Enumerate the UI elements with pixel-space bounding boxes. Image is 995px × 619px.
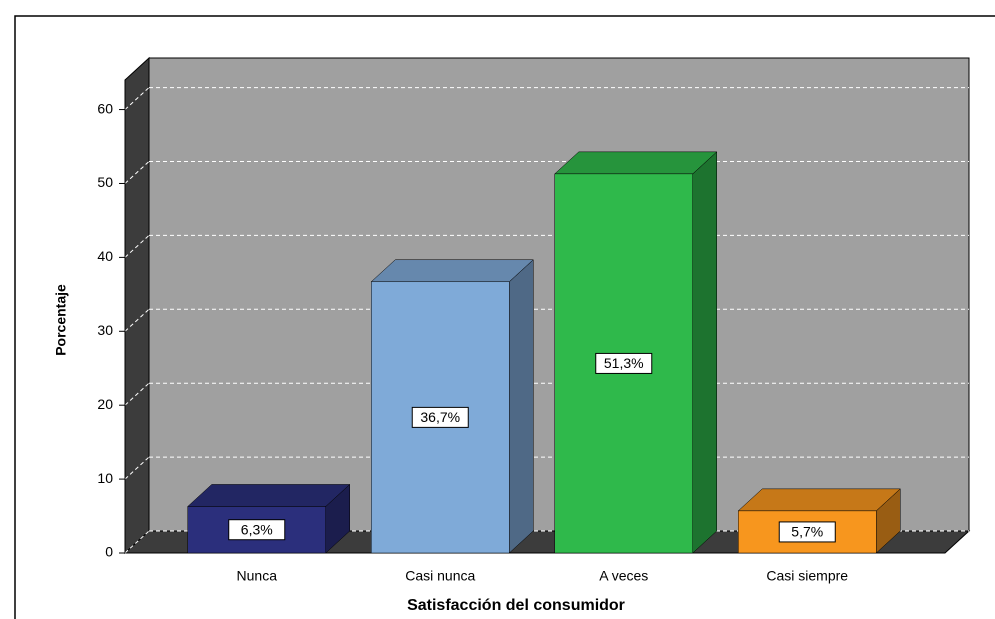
side-wall (124, 56, 150, 555)
value-label: 36,7% (420, 409, 460, 425)
grid-line (124, 308, 150, 332)
y-tick-label: 30 (97, 322, 113, 338)
y-tick-label: 50 (97, 174, 113, 190)
value-label-box (411, 406, 469, 428)
value-label: 51,3% (604, 355, 644, 371)
grid-line (124, 87, 150, 110)
bar-side (509, 259, 534, 554)
bar-side (692, 151, 717, 554)
bar-top (370, 259, 534, 283)
value-label: 6,3% (241, 521, 273, 537)
bar-top (737, 488, 901, 512)
y-tick-label: 10 (97, 470, 113, 486)
y-tick-label: 40 (97, 248, 113, 264)
value-label-box (595, 352, 653, 374)
x-tick-label: Nunca (237, 568, 278, 584)
value-label-box (228, 519, 286, 541)
y-tick-label: 0 (105, 544, 113, 560)
bar-top (554, 151, 718, 175)
value-label: 5,7% (791, 524, 823, 540)
grid-line (124, 456, 150, 480)
y-axis-title: Porcentaje (53, 284, 69, 356)
value-label-box (778, 521, 836, 543)
y-tick-label: 20 (97, 396, 113, 412)
x-axis-title: Satisfacción del consumidor (407, 597, 625, 614)
x-tick-label: A veces (599, 568, 648, 584)
y-tick-label: 60 (97, 100, 113, 116)
grid-line (124, 530, 150, 554)
frame (14, 15, 995, 619)
bar-top (187, 484, 351, 507)
grid-line (124, 161, 150, 184)
x-tick-label: Casi siempre (766, 568, 848, 584)
grid-line (124, 235, 150, 258)
x-tick-label: Casi nunca (405, 568, 475, 584)
grid-line (124, 382, 150, 406)
